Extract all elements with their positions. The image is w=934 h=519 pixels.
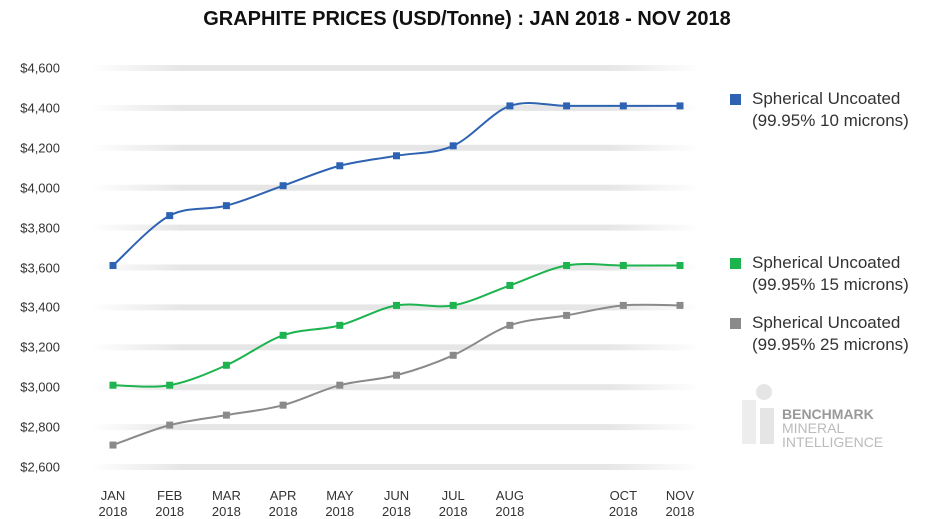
y-tick-label: $4,200	[20, 140, 60, 156]
y-tick-label: $3,000	[20, 379, 60, 395]
grid-line	[90, 184, 700, 191]
grid-line	[90, 65, 700, 71]
x-tick-label: JUL 2018	[438, 488, 468, 519]
legend-label: Spherical Uncoated (99.95% 10 microns)	[752, 89, 909, 130]
logo-icon	[742, 384, 774, 444]
data-point	[222, 202, 230, 210]
data-point	[279, 331, 287, 339]
x-tick-label: MAY 2018	[325, 488, 355, 519]
grid-line	[90, 424, 700, 431]
data-point	[166, 212, 174, 220]
data-point	[676, 102, 684, 110]
data-point	[393, 301, 400, 309]
y-tick-label: $3,200	[20, 339, 60, 355]
data-point	[449, 142, 457, 150]
data-point	[336, 321, 344, 329]
data-point	[449, 351, 457, 359]
x-tick-label: FEB 2018	[155, 488, 185, 519]
grid-line	[90, 264, 700, 271]
y-tick-label: $4,600	[20, 60, 60, 76]
data-point	[449, 301, 457, 309]
data-point	[563, 102, 571, 110]
x-tick-label: APR 2018	[268, 488, 298, 519]
logo-text: BENCHMARK	[782, 406, 874, 422]
data-point	[563, 262, 571, 270]
x-tick-label: OCT 2018	[608, 488, 638, 519]
legend-label: Spherical Uncoated (99.95% 25 microns)	[752, 313, 909, 354]
data-point	[336, 381, 344, 389]
data-point	[393, 152, 400, 160]
data-point	[506, 102, 514, 110]
logo-text: INTELLIGENCE	[782, 434, 884, 450]
y-tick-label: $3,800	[20, 220, 60, 236]
grid-line	[90, 384, 700, 391]
data-point	[619, 301, 627, 309]
data-point	[619, 102, 627, 110]
data-point	[506, 281, 514, 289]
x-tick-label: JUN 2018	[382, 488, 411, 519]
data-point	[563, 311, 571, 319]
grid-line	[90, 224, 700, 231]
data-point	[676, 262, 684, 270]
x-tick-label: JAN 2018	[98, 488, 128, 519]
data-point	[222, 361, 230, 369]
legend-swatch	[730, 258, 741, 269]
data-point	[676, 301, 684, 309]
series-line	[112, 101, 680, 267]
data-point	[506, 321, 514, 329]
data-point	[279, 182, 287, 190]
data-point	[393, 371, 400, 379]
y-tick-label: $4,000	[20, 180, 60, 196]
legend-swatch	[730, 318, 741, 329]
x-tick-label: MAR 2018	[211, 488, 241, 519]
grid-line	[90, 104, 700, 111]
legend-swatch	[730, 94, 741, 105]
y-tick-label: $2,600	[20, 459, 60, 475]
x-tick-label: NOV 2018	[665, 488, 695, 519]
grid-line	[90, 344, 700, 351]
data-point	[279, 401, 287, 409]
data-point	[619, 262, 627, 270]
series-line	[112, 263, 680, 388]
data-point	[109, 381, 117, 389]
y-tick-label: $2,800	[20, 419, 60, 435]
data-point	[109, 441, 117, 449]
grid-line	[90, 464, 700, 470]
y-tick-label: $3,400	[20, 299, 60, 315]
data-point	[222, 411, 230, 419]
y-tick-label: $4,400	[20, 100, 60, 116]
logo-text: MINERAL	[782, 420, 845, 436]
grid-line	[90, 144, 700, 151]
x-tick-label: AUG 2018	[495, 488, 525, 519]
y-tick-label: $3,600	[20, 260, 60, 275]
data-point	[166, 421, 174, 429]
data-point	[109, 262, 117, 270]
data-point	[336, 162, 344, 170]
data-point	[166, 381, 174, 389]
legend-label: Spherical Uncoated (99.95% 15 microns)	[752, 253, 909, 294]
chart-title: GRAPHITE PRICES (USD/Tonne) : JAN 2018 -…	[203, 8, 731, 30]
